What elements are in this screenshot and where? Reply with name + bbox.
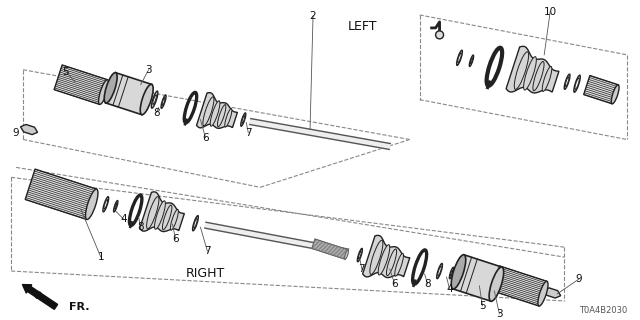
Ellipse shape	[241, 113, 246, 126]
Text: 7: 7	[245, 128, 252, 138]
Ellipse shape	[470, 58, 472, 64]
Text: 6: 6	[202, 132, 209, 142]
Text: 4: 4	[120, 214, 127, 224]
Ellipse shape	[524, 57, 536, 90]
Ellipse shape	[574, 75, 580, 92]
Ellipse shape	[99, 80, 109, 104]
Polygon shape	[453, 255, 502, 301]
Ellipse shape	[456, 50, 462, 65]
Polygon shape	[20, 124, 38, 135]
Text: RIGHT: RIGHT	[186, 267, 225, 280]
Text: 2: 2	[310, 11, 316, 21]
Ellipse shape	[611, 85, 619, 104]
Ellipse shape	[154, 201, 165, 229]
Ellipse shape	[242, 116, 244, 124]
Ellipse shape	[451, 255, 466, 289]
Text: FR.: FR.	[69, 302, 90, 312]
Text: 7: 7	[358, 264, 365, 274]
Ellipse shape	[438, 266, 442, 276]
Ellipse shape	[115, 204, 117, 209]
Text: 7: 7	[204, 246, 211, 256]
Ellipse shape	[153, 95, 156, 104]
Ellipse shape	[151, 91, 158, 108]
Polygon shape	[543, 288, 561, 298]
Text: 6: 6	[392, 279, 398, 289]
Ellipse shape	[515, 52, 529, 89]
Ellipse shape	[210, 101, 220, 126]
Polygon shape	[54, 65, 108, 104]
Ellipse shape	[113, 201, 118, 212]
Ellipse shape	[194, 219, 197, 228]
Polygon shape	[140, 192, 184, 232]
Text: 4: 4	[446, 284, 453, 294]
Ellipse shape	[387, 249, 397, 276]
Polygon shape	[196, 93, 237, 128]
Ellipse shape	[218, 105, 226, 127]
Ellipse shape	[86, 189, 98, 220]
Ellipse shape	[575, 78, 579, 89]
Text: 5: 5	[479, 301, 486, 311]
Ellipse shape	[564, 74, 570, 89]
Ellipse shape	[358, 251, 362, 259]
Ellipse shape	[436, 263, 442, 279]
Text: 10: 10	[543, 7, 557, 17]
Ellipse shape	[147, 196, 159, 229]
Ellipse shape	[170, 209, 179, 230]
Ellipse shape	[458, 53, 461, 62]
Ellipse shape	[542, 66, 552, 92]
Ellipse shape	[225, 108, 232, 127]
Ellipse shape	[203, 97, 214, 126]
Text: 8: 8	[138, 222, 144, 232]
Text: 5: 5	[63, 67, 69, 77]
Text: 8: 8	[153, 108, 160, 117]
Ellipse shape	[162, 98, 165, 105]
Ellipse shape	[103, 197, 109, 212]
Ellipse shape	[378, 244, 390, 275]
Ellipse shape	[449, 267, 454, 279]
Polygon shape	[506, 46, 559, 93]
Polygon shape	[250, 119, 390, 149]
FancyArrow shape	[22, 284, 58, 309]
Polygon shape	[363, 236, 410, 277]
Text: LEFT: LEFT	[348, 20, 378, 33]
Ellipse shape	[344, 250, 349, 259]
Text: 9: 9	[576, 274, 582, 284]
Text: 3: 3	[496, 309, 502, 319]
Ellipse shape	[395, 253, 403, 276]
Text: 3: 3	[145, 65, 152, 75]
Polygon shape	[312, 239, 348, 259]
Ellipse shape	[193, 216, 198, 231]
Polygon shape	[584, 76, 618, 104]
Ellipse shape	[163, 205, 172, 230]
Ellipse shape	[565, 77, 569, 86]
Text: T0A4B2030: T0A4B2030	[579, 306, 627, 315]
Ellipse shape	[104, 73, 117, 103]
Polygon shape	[25, 169, 97, 220]
Ellipse shape	[538, 281, 548, 306]
Ellipse shape	[140, 84, 153, 115]
Circle shape	[436, 31, 444, 39]
Text: 1: 1	[97, 252, 104, 262]
Ellipse shape	[370, 240, 383, 275]
Ellipse shape	[533, 61, 544, 91]
Ellipse shape	[104, 199, 108, 209]
Ellipse shape	[489, 267, 504, 301]
Polygon shape	[492, 266, 547, 306]
Ellipse shape	[469, 55, 474, 67]
Ellipse shape	[357, 248, 362, 262]
Polygon shape	[106, 73, 152, 115]
Polygon shape	[205, 222, 348, 255]
Text: 9: 9	[13, 128, 19, 138]
Ellipse shape	[451, 270, 452, 276]
Text: 8: 8	[424, 279, 431, 289]
Ellipse shape	[161, 95, 166, 108]
Text: 6: 6	[172, 234, 179, 244]
